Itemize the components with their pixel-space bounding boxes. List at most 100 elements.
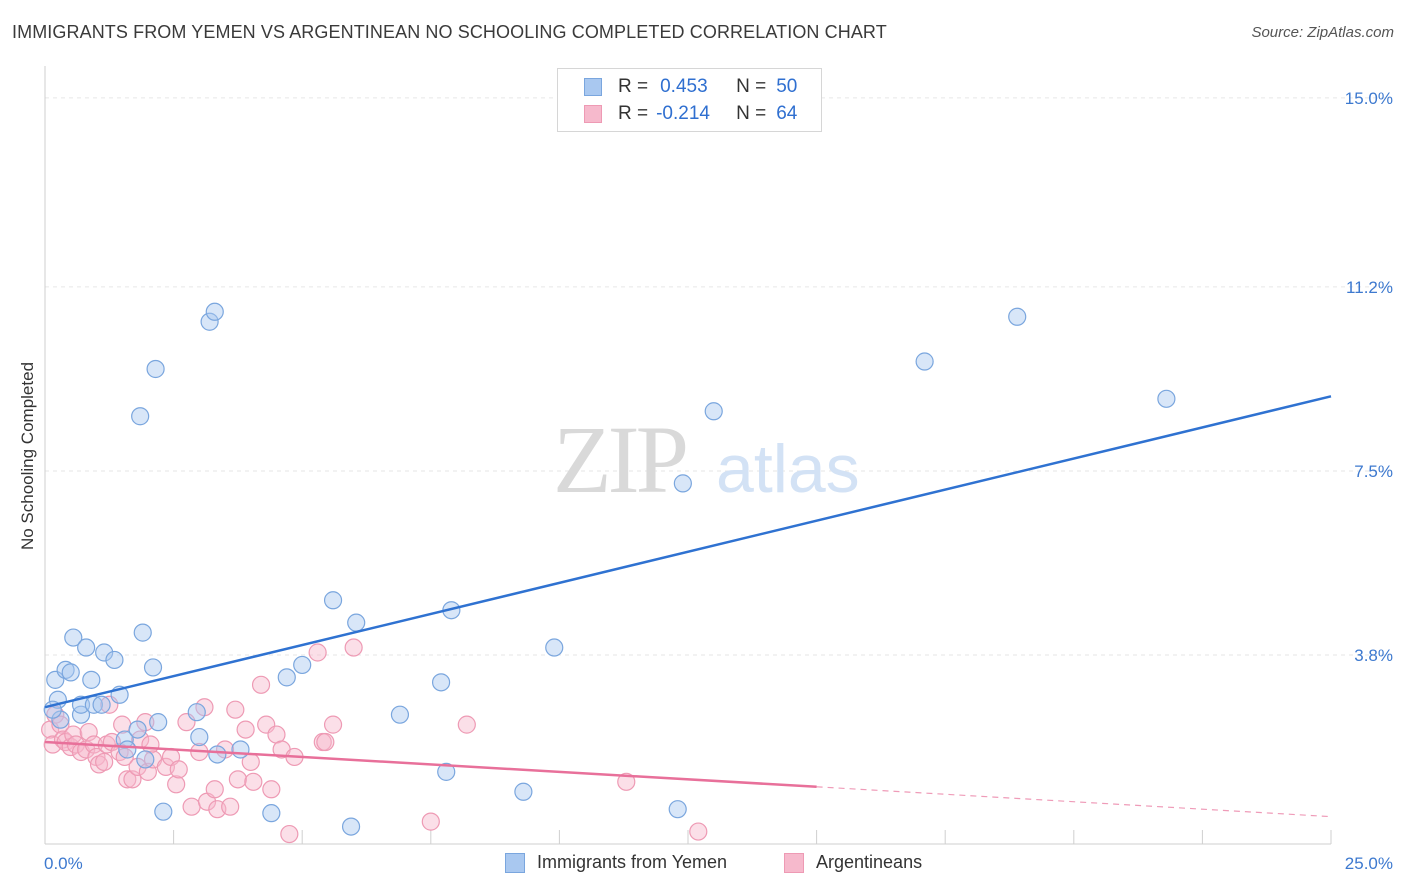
yemen-point xyxy=(133,623,152,642)
yemen-point xyxy=(77,638,96,657)
yemen-point xyxy=(82,670,101,689)
legend-r-value: 0.453 xyxy=(660,76,708,97)
argentineans-point xyxy=(182,797,201,816)
yemen-point xyxy=(146,359,165,379)
y-tick-label: 3.8% xyxy=(1354,646,1393,665)
yemen-point xyxy=(143,658,163,677)
argentineans-point xyxy=(205,780,224,799)
yemen-point xyxy=(149,713,168,732)
argentineans-point xyxy=(316,732,335,752)
argentineans-point xyxy=(167,775,186,794)
yemen-point xyxy=(205,302,224,321)
argentineans-point xyxy=(226,700,245,719)
legend-n-label: N = xyxy=(736,76,767,97)
y-tick-label: 7.5% xyxy=(1354,462,1393,481)
yemen-point xyxy=(200,312,219,331)
argentineans-point xyxy=(128,757,147,777)
yemen-point xyxy=(390,705,410,724)
argentineans-point xyxy=(251,675,271,694)
yemen-point xyxy=(95,643,114,662)
yemen-point xyxy=(71,705,91,724)
legend-swatch-yemen xyxy=(584,78,602,96)
legend-n-label: N = xyxy=(736,103,767,124)
yemen-point xyxy=(154,802,173,821)
argentineans-trend-extension xyxy=(816,786,1332,818)
gridlines xyxy=(45,97,1391,656)
yemen-point xyxy=(1008,307,1027,326)
yemen-point xyxy=(262,804,281,823)
argentineans-points xyxy=(41,638,708,844)
legend-row-argentineans: R = -0.214 N = 64 xyxy=(584,102,797,126)
yemen-point xyxy=(668,800,687,819)
yemen-point xyxy=(136,750,155,769)
legend-swatch-argentineans xyxy=(584,105,602,123)
watermark: ZIP atlas xyxy=(553,406,860,513)
legend-swatch-yemen xyxy=(505,852,525,873)
argentineans-point xyxy=(236,720,255,739)
argentineans-point xyxy=(95,752,114,772)
yemen-point xyxy=(51,710,70,729)
argentineans-point xyxy=(228,770,247,789)
legend-swatch-argentineans xyxy=(784,852,804,873)
yemen-point xyxy=(105,650,124,670)
y-tick-label: 11.2% xyxy=(1346,278,1393,297)
argentineans-point xyxy=(308,643,327,662)
yemen-point xyxy=(277,668,296,687)
argentineans-point xyxy=(280,824,299,844)
yemen-point xyxy=(293,655,312,675)
yemen-point xyxy=(673,474,692,493)
argentineans-point xyxy=(457,715,476,734)
chart-title: IMMIGRANTS FROM YEMEN VS ARGENTINEAN NO … xyxy=(12,22,887,42)
argentineans-point xyxy=(51,715,70,734)
argentineans-point xyxy=(689,822,708,841)
legend-label-yemen: Immigrants from Yemen xyxy=(537,852,728,872)
correlation-legend: R = 0.453 N = 50 R = -0.214 N = 64 xyxy=(557,68,822,132)
yemen-point xyxy=(704,402,723,421)
source-label: Source: ZipAtlas.com xyxy=(1251,24,1394,41)
yemen-trend-line xyxy=(44,395,1332,709)
yemen-point xyxy=(915,352,934,371)
y-tick-label: 15.0% xyxy=(1345,89,1393,108)
yemen-point xyxy=(92,695,111,714)
legend-n-value: 50 xyxy=(776,76,798,97)
yemen-points xyxy=(43,302,1176,836)
argentineans-trend-line xyxy=(44,740,817,789)
yemen-point xyxy=(347,613,366,632)
yemen-point xyxy=(118,740,137,759)
argentineans-point xyxy=(421,812,440,831)
legend-r-label: R = xyxy=(618,76,649,97)
yemen-point xyxy=(323,591,343,610)
trend-lines xyxy=(44,395,1332,818)
yemen-point xyxy=(128,720,147,739)
yemen-point xyxy=(64,628,83,647)
legend-r-label: R = xyxy=(618,103,649,124)
legend-n-value: 64 xyxy=(776,103,798,124)
legend-label-argentineans: Argentineans xyxy=(816,852,923,872)
yemen-point xyxy=(1157,389,1176,408)
yemen-point xyxy=(187,703,206,722)
argentineans-point xyxy=(221,797,240,816)
argentineans-point xyxy=(136,713,155,732)
y-axis-label: No Schooling Completed xyxy=(18,362,37,550)
argentineans-point xyxy=(617,772,636,791)
series-legend: Immigrants from Yemen Argentineans xyxy=(0,852,1406,876)
yemen-point xyxy=(208,745,227,764)
yemen-point xyxy=(514,782,533,801)
watermark-zip: ZIP xyxy=(553,406,686,513)
legend-item-argentineans: Argentineans xyxy=(784,852,922,873)
legend-row-yemen: R = 0.453 N = 50 xyxy=(584,75,797,99)
yemen-point xyxy=(437,762,456,781)
legend-item-yemen: Immigrants from Yemen xyxy=(505,852,727,873)
yemen-point xyxy=(431,673,451,692)
yemen-point xyxy=(231,740,250,759)
argentineans-point xyxy=(46,705,65,724)
argentineans-point xyxy=(262,780,281,799)
x-tick-label: 25.0% xyxy=(1345,854,1393,873)
yemen-point xyxy=(545,638,564,657)
x-tick-label: 0.0% xyxy=(44,854,83,873)
yemen-point xyxy=(61,663,80,682)
yemen-point xyxy=(131,407,150,426)
legend-r-value: -0.214 xyxy=(656,103,710,124)
argentineans-point xyxy=(169,760,188,779)
